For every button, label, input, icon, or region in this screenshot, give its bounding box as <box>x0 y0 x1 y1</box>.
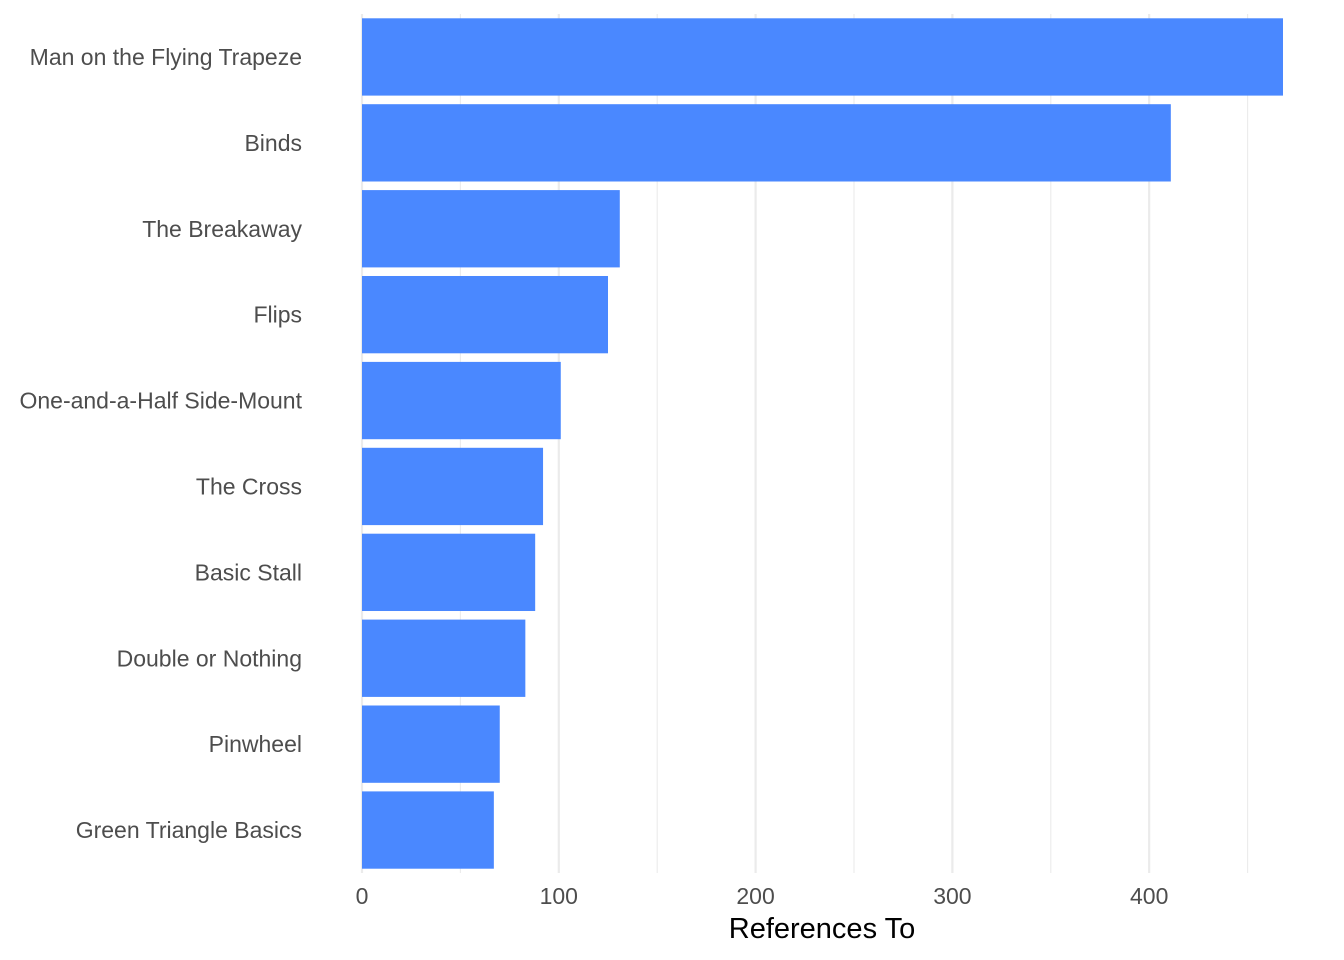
bar <box>362 275 608 354</box>
category-label: One-and-a-Half Side-Mount <box>19 388 302 414</box>
category-label: Flips <box>253 302 302 328</box>
x-tick-label: 100 <box>540 883 578 909</box>
x-axis-title: References To <box>729 913 915 945</box>
bar <box>362 619 526 697</box>
category-label: Binds <box>244 130 302 156</box>
x-tick-labels: 0 100 200 300 400 <box>356 883 1169 909</box>
category-labels: Man on the Flying Trapeze Binds The Breaka… <box>19 44 302 843</box>
x-tick-label: 400 <box>1130 883 1168 909</box>
category-label: Green Triangle Basics <box>76 817 302 843</box>
bar <box>362 190 620 268</box>
category-label: Basic Stall <box>195 559 302 585</box>
bar <box>362 104 1171 182</box>
category-label: Double or Nothing <box>117 645 302 671</box>
bar <box>362 791 494 869</box>
bars <box>362 18 1283 869</box>
category-label: Pinwheel <box>209 731 302 757</box>
category-label: Man on the Flying Trapeze <box>30 44 302 70</box>
x-tick-label: 0 <box>356 883 369 909</box>
category-label: The Breakaway <box>142 216 302 242</box>
bar <box>362 533 536 612</box>
category-label: The Cross <box>196 473 302 499</box>
x-tick-label: 300 <box>933 883 971 909</box>
bar <box>362 447 544 526</box>
x-tick-label: 200 <box>736 883 774 909</box>
bar <box>362 18 1283 96</box>
bar <box>362 361 561 440</box>
bar <box>362 705 500 783</box>
